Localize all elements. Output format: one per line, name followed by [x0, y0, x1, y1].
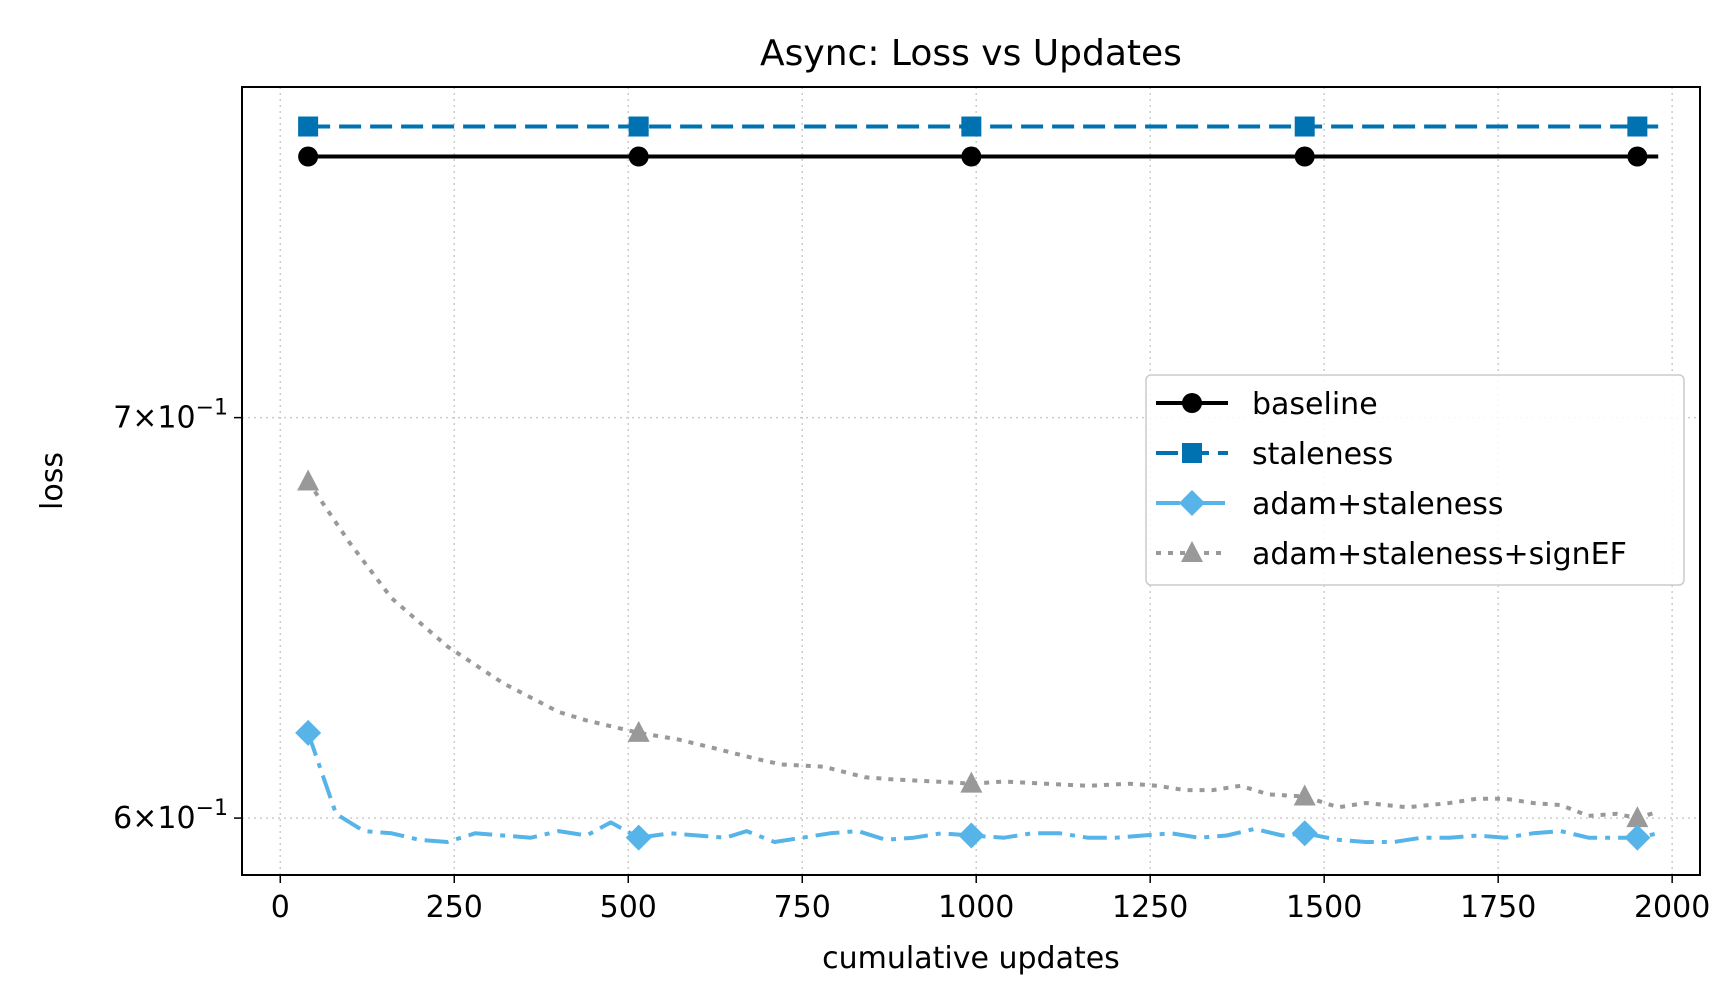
legend: baseline staleness adam+staleness adam+stal… [1145, 374, 1685, 586]
x-axis-label: cumulative updates [822, 941, 1120, 976]
series-layer [295, 116, 1659, 851]
legend-label: staleness [1252, 437, 1393, 472]
x-tick-label: 1500 [1286, 890, 1362, 925]
legend-label: adam+staleness [1252, 487, 1503, 522]
y-tick-label: 7×10−1 [113, 396, 228, 436]
data-point [1293, 784, 1316, 806]
data-point [297, 469, 320, 491]
data-point [961, 116, 982, 137]
data-point [1626, 806, 1649, 828]
data-point [1627, 146, 1648, 167]
legend-marker [1182, 393, 1202, 413]
series-line [306, 732, 1659, 844]
x-tick-label: 1000 [938, 890, 1014, 925]
data-point [628, 116, 649, 137]
data-point [1291, 820, 1318, 847]
data-point [295, 719, 322, 746]
x-tick-label: 2000 [1634, 890, 1710, 925]
data-point [298, 146, 319, 167]
series-adam-staleness [295, 719, 1659, 851]
x-tick-label: 1250 [1112, 890, 1188, 925]
data-point [1294, 116, 1315, 137]
data-point [961, 146, 982, 167]
chart-title: Async: Loss vs Updates [760, 33, 1182, 74]
y-axis-label: loss [35, 452, 70, 510]
data-point [627, 720, 650, 742]
x-tick-label: 750 [774, 890, 831, 925]
legend-box [1145, 374, 1685, 586]
series-baseline [298, 146, 1659, 167]
legend-marker [1179, 490, 1205, 516]
legend-marker [1181, 541, 1203, 562]
data-point [628, 146, 649, 167]
legend-label: baseline [1252, 387, 1378, 422]
data-point [1624, 824, 1651, 851]
data-point [960, 771, 983, 793]
x-tick-label: 0 [271, 890, 290, 925]
data-point [625, 824, 652, 851]
series-staleness [298, 116, 1659, 137]
series-line [306, 480, 1659, 821]
axis-ticks: 0 250 500 750 1000 1250 1500 1750 2000 7×10−1 6×10… [113, 396, 1710, 925]
x-tick-label: 500 [600, 890, 657, 925]
legend-marker [1182, 443, 1202, 463]
data-point [958, 822, 985, 849]
x-tick-label: 1750 [1460, 890, 1536, 925]
data-point [298, 116, 319, 137]
data-point [1294, 146, 1315, 167]
y-tick-label: 6×10−1 [113, 796, 228, 836]
data-point [1627, 116, 1648, 137]
series-adam-staleness-signEF [297, 469, 1659, 828]
x-tick-label: 250 [426, 890, 483, 925]
legend-label: adam+staleness+signEF [1252, 537, 1627, 572]
plot-frame [241, 86, 1701, 876]
